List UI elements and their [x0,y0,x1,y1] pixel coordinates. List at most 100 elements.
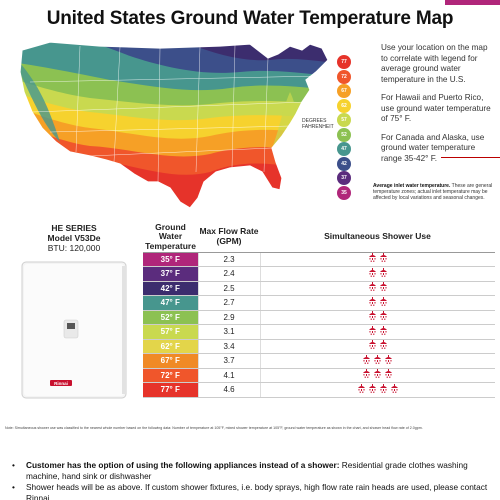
shower-icon [390,383,399,396]
shower-icon [373,369,382,381]
degrees-fahrenheit-label: DEGREES FAHRENHEIT [302,118,334,130]
product-model: Model V53De [47,233,101,243]
page-title: United States Ground Water Temperature M… [46,8,454,29]
svg-text:Rinnai: Rinnai [54,381,68,386]
legend-dot: 37 [337,171,351,185]
state-borders [29,44,321,183]
table-footnote: Note: Simultaneous shower use was classi… [5,426,423,430]
shower-icon [373,354,382,367]
title-accent-bar [445,0,500,5]
shower-icon [379,340,388,352]
shower-icon [379,253,388,265]
row-shower-count [260,310,495,325]
row-shower-count [260,295,495,311]
row-flow-rate: 3.7 [197,353,261,369]
map-instructions: Use your location on the map to correlat… [381,43,496,172]
row-shower-count [260,324,495,340]
row-temperature: 57° F [143,324,198,340]
table-row: 37° F 2.4 [143,266,495,282]
shower-icon [384,354,393,367]
row-flow-rate: 2.4 [197,266,261,282]
shower-icon [357,383,366,396]
legend-dot: 57 [337,113,351,127]
table-row: 57° F 3.1 [143,324,495,340]
legend-dot: 72 [337,69,351,84]
row-temperature: 62° F [143,339,198,354]
legend-dot: 42 [337,156,351,171]
water-heater-image: Rinnai [10,260,140,400]
shower-icon [368,325,377,338]
shower-icon [368,253,377,265]
note-appliance-option: Customer has the option of using the fol… [12,460,497,481]
shower-icon [368,267,377,280]
shower-icon [379,311,388,323]
instruction-location: Use your location on the map to correlat… [381,43,488,84]
header-simultaneous-shower: Simultaneous Shower Use [260,222,495,253]
note-appliance-rest: Residential grade clothes washing machin… [26,460,468,481]
instruction-canada: For Canada and Alaska, use ground water … [381,132,485,163]
row-temperature: 37° F [143,266,198,282]
table-row: 35° F 2.3 [143,252,495,267]
note-shower-heads: Shower heads will be as above. If custom… [12,482,497,500]
row-flow-rate: 3.1 [197,324,261,340]
legend-dot: 77 [337,55,351,69]
inlet-temperature-note: Average inlet water temperature. These a… [373,183,498,202]
row-temperature: 47° F [143,295,198,311]
row-shower-count [260,281,495,296]
shower-icon [379,383,388,396]
row-temperature: 72° F [143,368,198,383]
legend-dot: 47 [337,142,351,156]
legend-dot: 67 [337,84,351,98]
row-temperature: 77° F [143,382,198,398]
row-temperature: 67° F [143,353,198,369]
table-row: 42° F 2.5 [143,281,495,296]
row-shower-count [260,339,495,354]
note-body: These are general temperature zones; act… [373,183,493,202]
shower-icon [384,369,393,381]
row-flow-rate: 2.7 [197,295,261,311]
shower-icon [368,383,377,396]
legend-dot: 52 [337,127,351,142]
row-shower-count [260,353,495,369]
note-title: Average inlet water temperature. [373,183,451,189]
product-header: HE SERIES Model V53De BTU: 120,000 [8,223,140,253]
row-shower-count [260,382,495,398]
flow-rate-table: Ground Water Temperature Max Flow Rate (… [143,222,495,398]
header-max-flow-rate: Max Flow Rate (GPM) [198,222,260,253]
table-row: 72° F 4.1 [143,368,495,383]
table-row: 47° F 2.7 [143,295,495,311]
row-shower-count [260,266,495,282]
row-flow-rate: 2.5 [197,281,261,296]
row-temperature: 52° F [143,310,198,325]
shower-icon [379,282,388,294]
table-row: 67° F 3.7 [143,353,495,369]
shower-icon [368,282,377,294]
table-row: 77° F 4.6 [143,382,495,398]
us-map-graphic [19,41,329,209]
shower-icon [379,267,388,280]
row-flow-rate: 4.6 [197,382,261,398]
row-flow-rate: 2.3 [197,252,261,267]
row-shower-count [260,368,495,383]
divider-line [441,157,500,158]
note-appliance-bold: Customer has the option of using the fol… [26,460,340,470]
shower-icon [379,325,388,338]
header-ground-water-temp: Ground Water Temperature [143,222,198,253]
row-flow-rate: 3.4 [197,339,261,354]
legend-dot: 35 [337,185,351,200]
row-flow-rate: 2.9 [197,310,261,325]
legend-dot: 62 [337,98,351,113]
shower-icon [379,296,388,309]
shower-icon [368,296,377,309]
usage-notes: Customer has the option of using the fol… [12,460,497,500]
us-temperature-map [10,32,370,222]
shower-icon [362,369,371,381]
product-btu: BTU: 120,000 [47,243,101,253]
row-flow-rate: 4.1 [197,368,261,383]
row-temperature: 35° F [143,252,198,267]
row-shower-count [260,252,495,267]
table-row: 52° F 2.9 [143,310,495,325]
product-series: HE SERIES [51,223,97,233]
table-row: 62° F 3.4 [143,339,495,354]
shower-icon [368,311,377,323]
